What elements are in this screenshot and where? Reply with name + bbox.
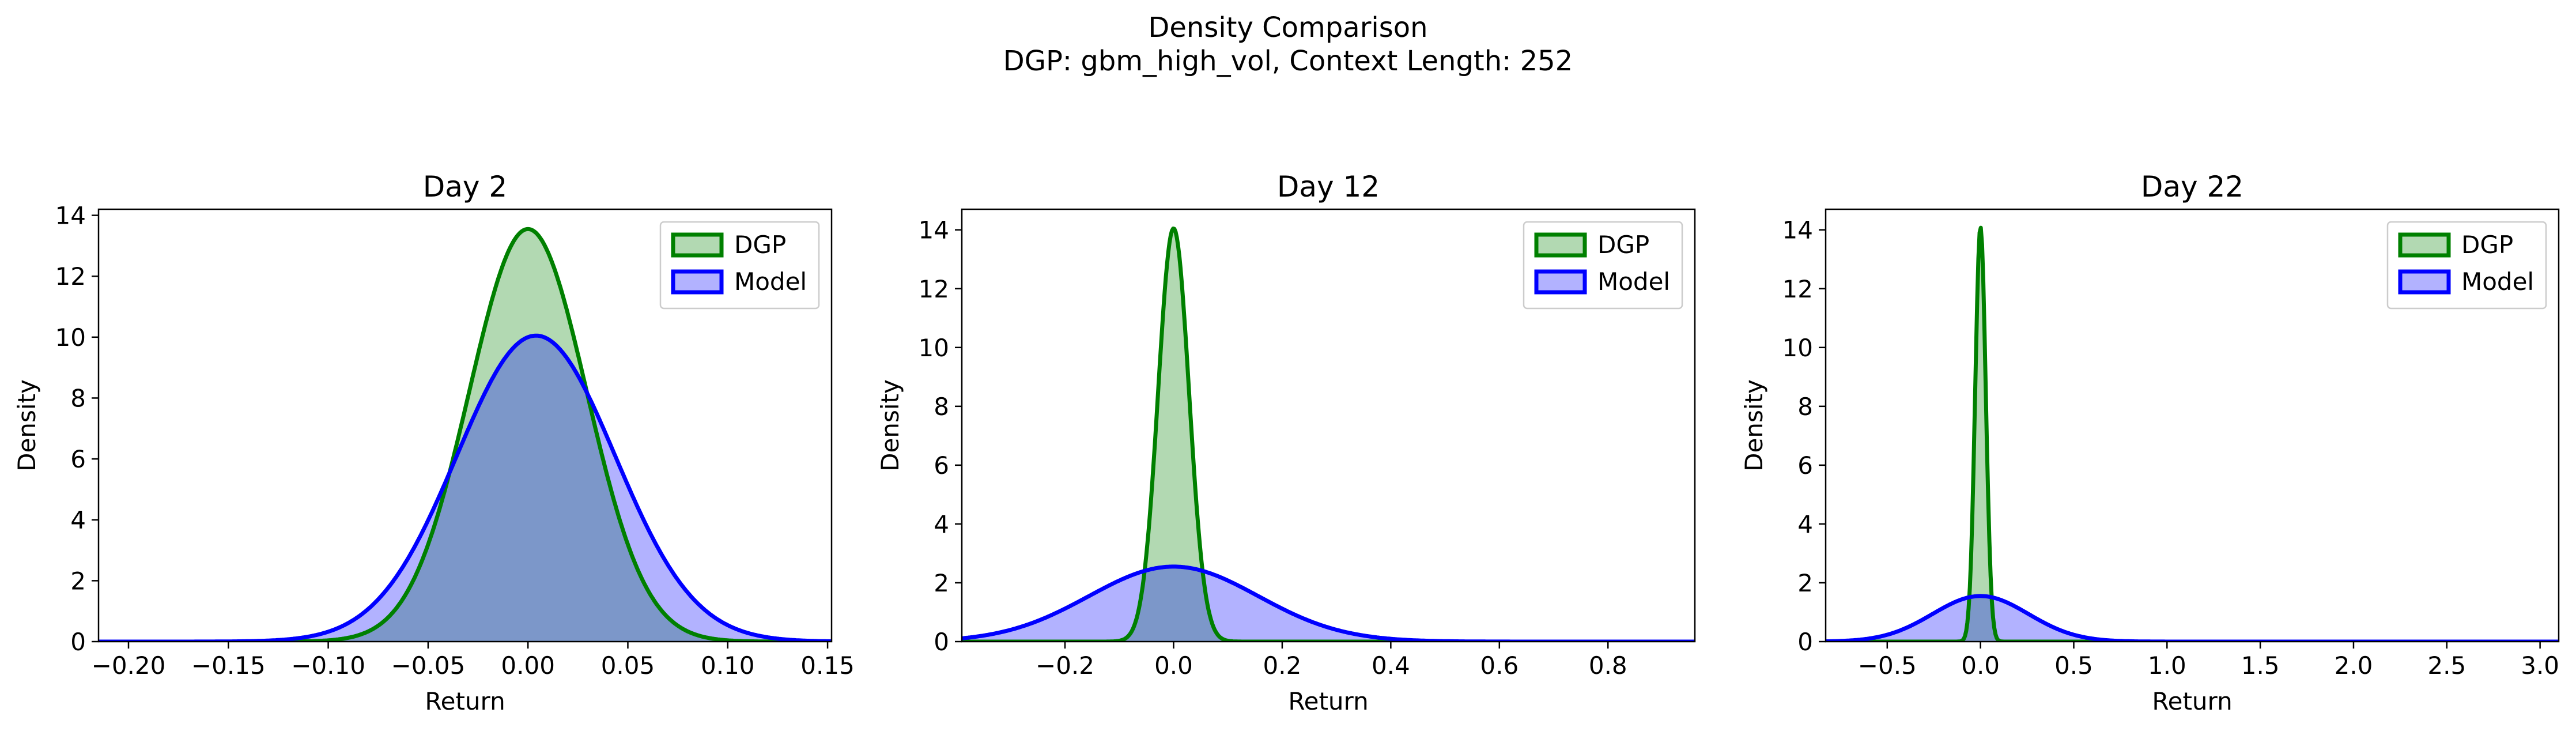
x-axis-label: Return [425, 687, 505, 715]
legend-label-dgp: DGP [1597, 231, 1649, 259]
axes-frame [961, 208, 1696, 643]
y-tick-label: 4 [934, 510, 949, 538]
y-tick-label: 6 [934, 451, 949, 480]
subplot-title: Day 2 [423, 170, 507, 203]
legend: DGP Model [659, 221, 820, 310]
subplot-title: Day 12 [1277, 170, 1380, 203]
y-tick-label: 0 [934, 628, 949, 656]
legend-label-model: Model [2461, 267, 2534, 296]
figure-title: Density Comparison [1148, 12, 1427, 44]
y-tick-label: 2 [1797, 569, 1813, 597]
y-tick-label: 4 [1797, 510, 1813, 538]
y-tick-label: 0 [70, 628, 86, 656]
x-tick-label: 2.0 [2335, 651, 2373, 680]
axes-frame [1825, 208, 2560, 643]
y-tick-label: 2 [70, 567, 86, 595]
y-axis-label: Density [13, 379, 41, 472]
x-tick-label: 3.0 [2521, 651, 2559, 680]
series-line-model [1826, 594, 2559, 642]
y-tick-label: 6 [1797, 451, 1813, 480]
x-tick-label: 0.15 [800, 651, 855, 680]
x-tick-label: 1.5 [2241, 651, 2280, 680]
legend-swatch-dgp [2398, 232, 2451, 258]
x-tick-label: −0.20 [92, 651, 166, 680]
y-tick-label: 2 [934, 569, 949, 597]
curves [1826, 225, 2559, 642]
x-tick-label: −0.15 [191, 651, 266, 680]
y-tick-label: 10 [919, 334, 949, 362]
legend-swatch-dgp [1534, 232, 1587, 258]
axes-frame [97, 208, 833, 643]
series-fill-model [1826, 595, 2559, 642]
legend-label-model: Model [734, 267, 807, 296]
y-tick-label: 12 [55, 262, 86, 291]
legend-swatch-dgp [671, 232, 724, 258]
subplot-2: −0.2 0.0 0.2 0.4 0.6 0.8 0 2 4 6 8 10 12 14 Day 12 Retu… [876, 170, 1696, 715]
legend: DGP Model [2386, 221, 2547, 310]
x-tick-label: −0.2 [1036, 651, 1094, 680]
y-tick-label: 8 [70, 384, 86, 412]
subplot-panels: −0.20 −0.15 −0.10 −0.05 0.00 0.05 0.10 0.150246… [13, 170, 2560, 715]
y-tick-label: 6 [70, 445, 86, 473]
x-tick-label: 0.0 [1154, 651, 1193, 680]
x-tick-label: 0.05 [601, 651, 655, 680]
legend-swatch-model [671, 269, 724, 295]
subplot-1: −0.20 −0.15 −0.10 −0.05 0.00 0.05 0.10 0.15 0 2 4 6… [13, 170, 855, 715]
x-tick-label: 0.4 [1372, 651, 1410, 680]
x-tick-label: 0.6 [1480, 651, 1519, 680]
subplot-title: Day 22 [2141, 170, 2243, 203]
series-line-dgp [99, 227, 832, 642]
x-tick-label: 2.5 [2427, 651, 2466, 680]
legend-swatch-model [2398, 269, 2451, 295]
x-tick-label: −0.10 [291, 651, 365, 680]
figure-subtitle: DGP: gbm_high_vol, Context Length: 252 [1003, 45, 1573, 77]
legend-label-dgp: DGP [734, 231, 786, 259]
x-tick-label: 0.10 [701, 651, 755, 680]
y-tick-label: 10 [1782, 334, 1813, 362]
y-tick-label: 12 [1782, 275, 1813, 303]
x-tick-label: −0.5 [1858, 651, 1917, 680]
legend-box [1523, 221, 1683, 310]
legend-box [659, 221, 820, 310]
series-fill-model [962, 566, 1695, 642]
subplot-3: −0.5 0.0 0.5 1.0 1.5 2.0 2.5 3.0 0 2 4 6 8 10 12 14 Day … [1740, 170, 2560, 715]
y-tick-label: 4 [70, 506, 86, 534]
curves [962, 226, 1695, 642]
legend: DGP Model [1523, 221, 1683, 310]
y-tick-label: 12 [919, 275, 949, 303]
y-tick-label: 8 [934, 393, 949, 421]
y-axis-label: Density [876, 379, 904, 472]
legend-label-dgp: DGP [2461, 231, 2513, 259]
legend-box [2386, 221, 2547, 310]
x-axis-label: Return [1288, 687, 1368, 715]
y-axis-label: Density [1740, 379, 1768, 472]
x-tick-label: 0.5 [2054, 651, 2093, 680]
x-tick-label: 0.0 [1961, 651, 2000, 680]
y-tick-label: 14 [55, 202, 86, 230]
series-fill-model [99, 336, 832, 642]
legend-label-model: Model [1597, 267, 1670, 296]
y-tick-label: 0 [1797, 628, 1813, 656]
y-tick-label: 14 [919, 216, 949, 244]
x-tick-label: 1.0 [2148, 651, 2186, 680]
x-tick-label: 0.2 [1263, 651, 1302, 680]
x-tick-label: 0.8 [1589, 651, 1627, 680]
x-tick-label: −0.05 [391, 651, 466, 680]
legend-swatch-model [1534, 269, 1587, 295]
y-tick-label: 10 [55, 323, 86, 352]
series-line-model [962, 564, 1695, 642]
y-tick-label: 14 [1782, 216, 1813, 244]
y-tick-label: 8 [1797, 393, 1813, 421]
x-tick-label: 0.00 [501, 651, 555, 680]
x-axis-label: Return [2152, 687, 2232, 715]
